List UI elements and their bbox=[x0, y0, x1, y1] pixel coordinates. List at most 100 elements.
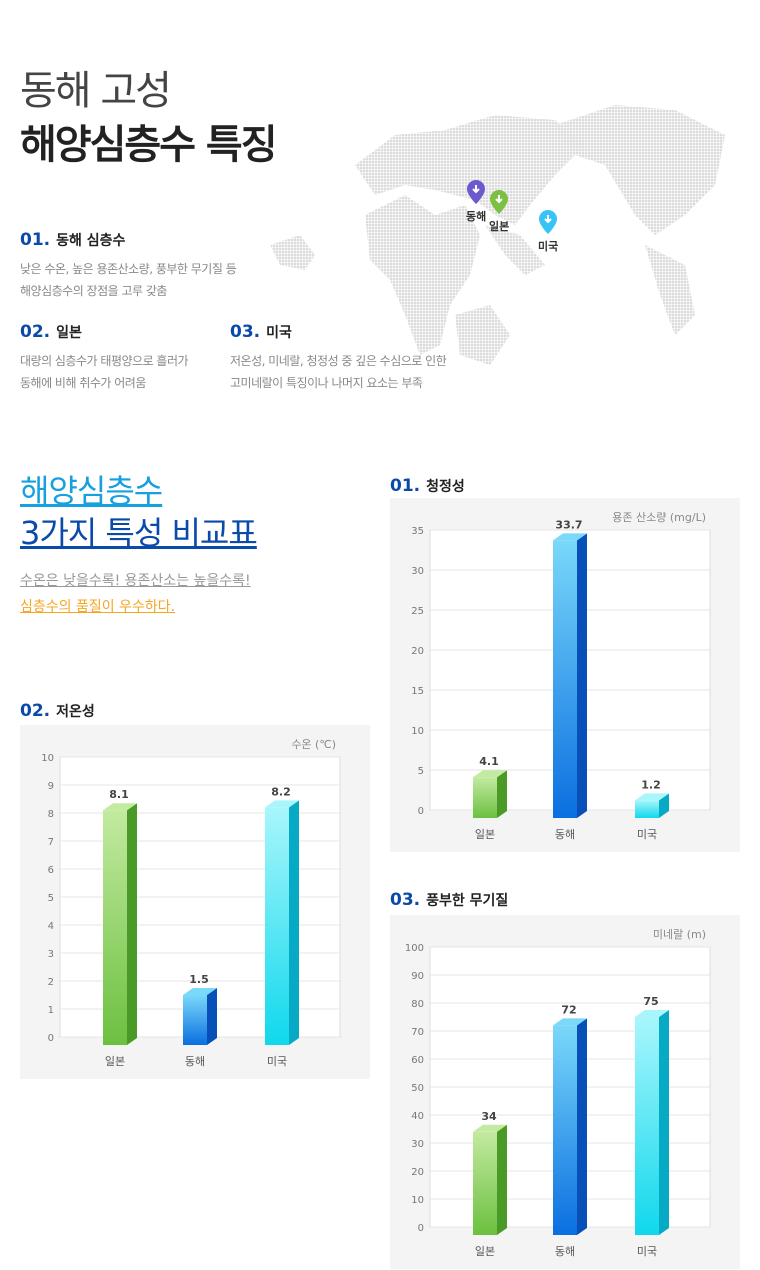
map-pin-japan[interactable]: 일본 bbox=[489, 190, 509, 234]
feature-desc: 동해에 비해 취수가 어려움 bbox=[20, 376, 146, 390]
pin-label: 일본 bbox=[489, 220, 510, 233]
y-tick-label: 90 bbox=[411, 971, 424, 982]
value-label: 8.2 bbox=[271, 785, 291, 798]
bar bbox=[265, 807, 289, 1045]
y-tick-label: 30 bbox=[411, 566, 424, 577]
bar bbox=[183, 995, 207, 1045]
chart-mineral: 0 10 20 30 40 50 60 70 80 90 100 미네랄 (m) 34 일본 72 동해 75 미… bbox=[405, 928, 711, 1258]
value-label: 34 bbox=[481, 1110, 497, 1123]
y-tick-label: 0 bbox=[48, 1033, 54, 1044]
y-tick-label: 10 bbox=[411, 726, 424, 737]
category-label: 일본 bbox=[105, 1054, 125, 1068]
bar-top bbox=[553, 533, 587, 541]
bar bbox=[635, 1017, 659, 1235]
page-title-line1: 동해 고성 bbox=[20, 68, 172, 114]
feature-number: 01. bbox=[20, 230, 51, 250]
bar-top bbox=[635, 1010, 669, 1017]
y-tick-label: 5 bbox=[418, 766, 424, 777]
map-pin-icon bbox=[467, 180, 486, 204]
chart-clean: 0 5 10 15 20 25 30 35 용존 산소량 (mg/L) 4.1 일본 33.7 동해 1.… bbox=[411, 511, 711, 841]
y-tick-label: 15 bbox=[411, 686, 424, 697]
chart-title: 저온성 bbox=[56, 704, 95, 720]
chart-title-mineral: 03. 풍부한 무기질 bbox=[390, 890, 508, 910]
chart-mineral-panel: 0 10 20 30 40 50 60 70 80 90 100 미네랄 (m) 34 일본 72 동해 75 미… bbox=[390, 915, 740, 1269]
y-tick-label: 20 bbox=[411, 1167, 424, 1178]
bar-side bbox=[659, 1010, 669, 1235]
feature-japan: 02. 일본 대량의 심층수가 태평양으로 흘러가 동해에 비해 취수가 어려움 bbox=[20, 322, 189, 394]
y-tick-label: 2 bbox=[48, 977, 54, 988]
y-tick-label: 30 bbox=[411, 1139, 424, 1150]
y-tick-label: 50 bbox=[411, 1083, 424, 1094]
bar-side bbox=[577, 1018, 587, 1235]
map-pin-donghae[interactable]: 동해 bbox=[466, 180, 486, 224]
value-label: 33.7 bbox=[555, 518, 582, 531]
chart-title-temp: 02. 저온성 bbox=[20, 701, 95, 721]
value-label: 1.5 bbox=[189, 973, 209, 986]
comparison-subtitle-2: 심층수의 품질이 우수하다. bbox=[20, 599, 176, 615]
feature-desc: 낮은 수온, 높은 용존산소량, 풍부한 무기질 등 bbox=[20, 262, 237, 276]
feature-number: 03. bbox=[230, 322, 261, 342]
chart-clean-panel: 0 5 10 15 20 25 30 35 용존 산소량 (mg/L) 4.1 일본 33.7 동해 1.… bbox=[390, 498, 740, 852]
category-label: 동해 bbox=[555, 1244, 575, 1258]
unit-label: 미네랄 (m) bbox=[653, 928, 706, 941]
unit-label: 용존 산소량 (mg/L) bbox=[612, 511, 706, 524]
y-tick-label: 8 bbox=[48, 809, 54, 820]
bar-top bbox=[265, 800, 299, 808]
category-label: 미국 bbox=[267, 1055, 287, 1068]
unit-label: 수온 (℃) bbox=[291, 738, 336, 751]
pin-label: 미국 bbox=[538, 240, 559, 253]
map-pin-icon bbox=[490, 190, 509, 214]
page-title-line2: 해양심층수 특징 bbox=[20, 122, 278, 168]
bar-side bbox=[289, 800, 299, 1045]
category-label: 동해 bbox=[555, 827, 575, 841]
y-tick-label: 7 bbox=[48, 837, 54, 848]
y-tick-label: 0 bbox=[418, 806, 424, 817]
chart-temp-panel: 0 1 2 3 4 5 6 7 8 9 10 수온 (℃) 8.1 일본 1.5 동해 8.2 미국 bbox=[20, 725, 370, 1079]
bar-top bbox=[183, 988, 217, 995]
chart-title-clean: 01. 청정성 bbox=[390, 476, 465, 496]
value-label: 75 bbox=[643, 995, 658, 1008]
chart-number: 03. bbox=[390, 890, 421, 910]
feature-desc: 저온성, 미네랄, 청정성 중 깊은 수심으로 인한 bbox=[230, 354, 447, 368]
pin-label: 동해 bbox=[466, 210, 487, 223]
bar-top bbox=[473, 1124, 507, 1132]
feature-desc: 해양심층수의 장점을 고루 갖춤 bbox=[20, 284, 167, 298]
category-label: 미국 bbox=[637, 828, 657, 841]
y-tick-label: 5 bbox=[48, 893, 54, 904]
y-tick-label: 6 bbox=[48, 865, 54, 876]
feature-number: 02. bbox=[20, 322, 51, 342]
comparison-title-line1: 해양심층수 bbox=[20, 472, 163, 510]
map-pin-usa[interactable]: 미국 bbox=[538, 210, 558, 254]
bar-side bbox=[497, 1124, 507, 1235]
bar bbox=[553, 1025, 577, 1235]
category-label: 미국 bbox=[637, 1245, 657, 1258]
y-tick-label: 9 bbox=[48, 781, 54, 792]
bar-side bbox=[207, 988, 217, 1045]
feature-desc: 고미네랄이 특징이나 나머지 요소는 부족 bbox=[230, 376, 423, 390]
map-pin-icon bbox=[539, 210, 558, 234]
y-tick-label: 0 bbox=[418, 1223, 424, 1234]
comparison-subtitle-1: 수온은 낮을수록! 용존산소는 높을수록! bbox=[20, 573, 251, 589]
value-label: 72 bbox=[561, 1003, 576, 1016]
chart-number: 01. bbox=[390, 476, 421, 496]
feature-title: 동해 심층수 bbox=[56, 233, 126, 249]
value-label: 8.1 bbox=[109, 788, 129, 801]
y-tick-label: 70 bbox=[411, 1027, 424, 1038]
bar-side bbox=[127, 803, 137, 1045]
bar-side bbox=[659, 793, 669, 818]
chart-number: 02. bbox=[20, 701, 51, 721]
chart-temp: 0 1 2 3 4 5 6 7 8 9 10 수온 (℃) 8.1 일본 1.5 동해 8.2 미국 bbox=[41, 738, 341, 1068]
bar bbox=[635, 800, 659, 818]
world-map bbox=[270, 105, 725, 365]
bar-side bbox=[497, 770, 507, 818]
category-label: 동해 bbox=[185, 1054, 205, 1068]
y-tick-label: 10 bbox=[41, 753, 54, 764]
feature-usa: 03. 미국 저온성, 미네랄, 청정성 중 깊은 수심으로 인한 고미네랄이 특징… bbox=[230, 322, 447, 394]
bar-top bbox=[635, 793, 669, 801]
bar bbox=[103, 810, 127, 1045]
bar-top bbox=[103, 803, 137, 811]
chart-title: 청정성 bbox=[426, 479, 465, 495]
y-tick-label: 4 bbox=[48, 921, 54, 932]
y-tick-label: 80 bbox=[411, 999, 424, 1010]
